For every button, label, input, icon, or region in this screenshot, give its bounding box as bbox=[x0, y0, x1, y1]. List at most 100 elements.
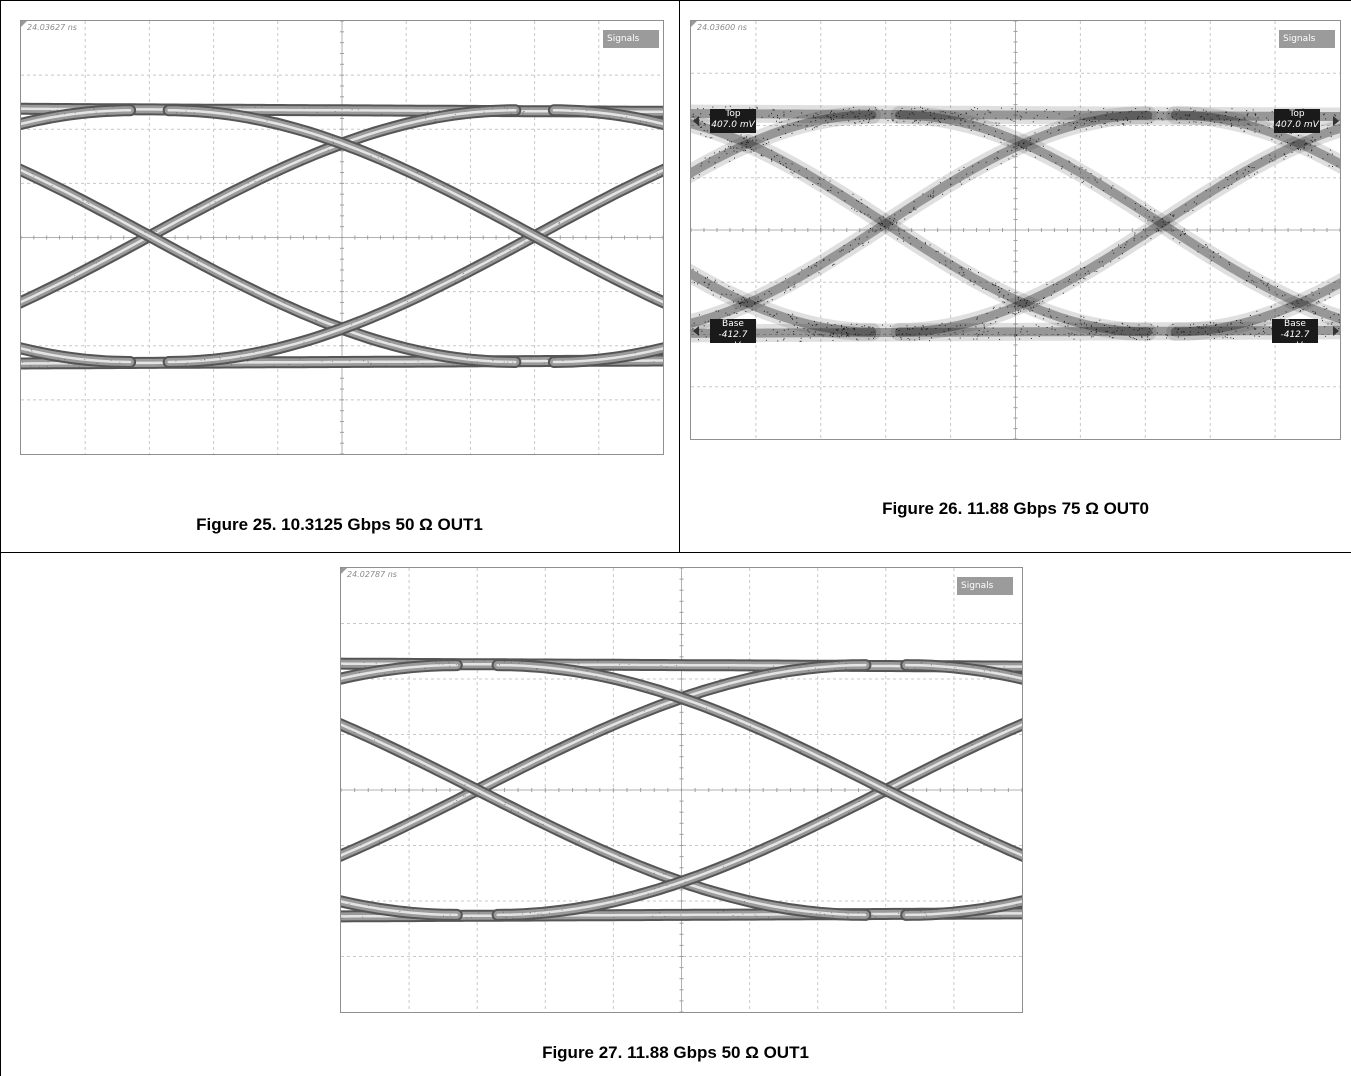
noise-dot bbox=[741, 298, 743, 300]
noise-dot bbox=[913, 208, 915, 210]
noise-dot bbox=[782, 164, 784, 166]
noise-dot bbox=[1210, 260, 1212, 262]
noise-dot bbox=[963, 167, 965, 168]
noise-dot bbox=[983, 670, 985, 672]
noise-dot bbox=[1169, 221, 1171, 223]
noise-dot bbox=[645, 121, 647, 123]
noise-dot bbox=[830, 112, 831, 114]
noise-dot bbox=[940, 118, 942, 120]
noise-dot bbox=[302, 163, 304, 164]
noise-dot bbox=[783, 111, 785, 113]
noise-dot bbox=[31, 353, 33, 355]
noise-dot bbox=[812, 116, 814, 118]
noise-dot bbox=[483, 111, 485, 113]
noise-dot bbox=[922, 193, 924, 195]
noise-dot bbox=[763, 310, 765, 312]
noise-dot bbox=[558, 222, 560, 224]
noise-dot bbox=[1030, 143, 1032, 145]
eye-trace-outer bbox=[21, 342, 137, 368]
noise-dot bbox=[869, 108, 870, 110]
noise-dot bbox=[470, 916, 472, 918]
noise-dot bbox=[252, 291, 254, 293]
noise-dot bbox=[821, 334, 823, 336]
noise-dot bbox=[1090, 173, 1092, 174]
noise-dot bbox=[832, 332, 834, 334]
noise-dot bbox=[729, 105, 731, 107]
noise-dot bbox=[1141, 328, 1143, 330]
noise-dot bbox=[793, 331, 795, 333]
noise-dot bbox=[1112, 337, 1114, 339]
noise-dot bbox=[656, 172, 658, 174]
noise-dot bbox=[632, 714, 634, 716]
noise-dot bbox=[506, 108, 508, 110]
noise-dot bbox=[212, 108, 214, 110]
noise-dot bbox=[665, 872, 667, 874]
noise-dot bbox=[1127, 118, 1129, 120]
noise-dot bbox=[586, 670, 588, 672]
noise-dot bbox=[185, 110, 187, 112]
noise-dot bbox=[789, 125, 791, 126]
noise-dot bbox=[825, 756, 827, 758]
noise-dot bbox=[779, 161, 781, 163]
noise-dot bbox=[1146, 209, 1148, 211]
noise-dot bbox=[93, 109, 95, 111]
noise-dot bbox=[110, 359, 112, 361]
noise-dot bbox=[517, 811, 519, 813]
noise-dot bbox=[1007, 294, 1009, 296]
noise-dot bbox=[1167, 221, 1169, 223]
signals-button[interactable]: Signals bbox=[1279, 30, 1335, 48]
noise-dot bbox=[1327, 127, 1328, 129]
noise-dot bbox=[937, 250, 939, 252]
noise-dot bbox=[1090, 121, 1092, 123]
noise-dot bbox=[717, 683, 718, 685]
noise-dot bbox=[620, 675, 622, 677]
noise-dot bbox=[1049, 154, 1051, 156]
noise-dot bbox=[969, 279, 971, 281]
noise-dot bbox=[320, 140, 322, 142]
eye-trace-outer bbox=[547, 104, 663, 131]
noise-dot bbox=[1113, 331, 1115, 333]
noise-dot bbox=[753, 150, 755, 152]
noise-dot bbox=[860, 212, 862, 214]
noise-dot bbox=[348, 903, 350, 905]
noise-dot bbox=[359, 326, 361, 327]
noise-dot bbox=[1291, 303, 1293, 305]
noise-dot bbox=[988, 134, 990, 135]
grid bbox=[341, 568, 1022, 1012]
noise-dot bbox=[978, 334, 980, 336]
noise-dot bbox=[654, 888, 656, 890]
noise-dot bbox=[82, 199, 84, 201]
noise-dot bbox=[721, 293, 723, 295]
noise-dot bbox=[425, 116, 427, 118]
noise-dot bbox=[776, 120, 777, 122]
signals-button[interactable]: Signals bbox=[603, 30, 659, 48]
noise-dot bbox=[505, 255, 507, 257]
noise-dot bbox=[1073, 338, 1075, 340]
noise-dot bbox=[919, 120, 921, 122]
noise-dot bbox=[1186, 118, 1188, 120]
noise-dot bbox=[1170, 214, 1171, 216]
noise-dot bbox=[1121, 123, 1123, 125]
noise-dot bbox=[1018, 142, 1020, 144]
noise-dot bbox=[1003, 294, 1005, 296]
noise-dot bbox=[1091, 186, 1093, 188]
noise-dot bbox=[903, 230, 905, 232]
noise-dot bbox=[1136, 338, 1137, 340]
noise-dot bbox=[1100, 178, 1102, 180]
eye-trace-core bbox=[341, 723, 867, 917]
noise-dot bbox=[417, 360, 419, 362]
noise-dot bbox=[1133, 329, 1135, 331]
noise-dot bbox=[1153, 216, 1155, 218]
noise-dot bbox=[1090, 111, 1092, 113]
noise-dot bbox=[657, 877, 659, 879]
noise-dot bbox=[998, 670, 1000, 672]
signals-button[interactable]: Signals bbox=[957, 577, 1013, 595]
noise-dot bbox=[517, 247, 519, 249]
noise-dot bbox=[316, 137, 318, 139]
noise-dot bbox=[740, 305, 741, 307]
noise-dot bbox=[1021, 116, 1023, 118]
noise-dot bbox=[845, 912, 847, 914]
noise-dot bbox=[880, 219, 882, 221]
noise-dot bbox=[375, 662, 377, 664]
noise-dot bbox=[733, 301, 734, 303]
